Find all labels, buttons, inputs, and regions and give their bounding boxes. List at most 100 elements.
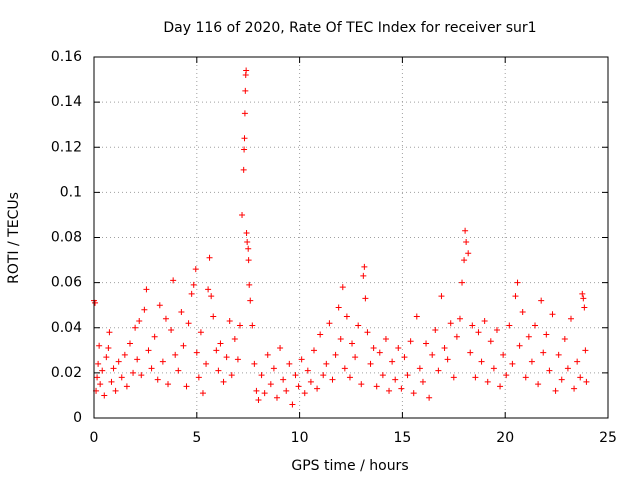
data-point [92, 299, 99, 306]
x-tick-label: 10 [291, 430, 309, 446]
data-point [579, 290, 586, 297]
data-point [361, 263, 368, 270]
data-point [243, 229, 250, 236]
data-point [136, 317, 143, 324]
data-point [203, 360, 210, 367]
data-point [310, 347, 317, 354]
data-point [255, 396, 262, 403]
data-point [525, 333, 532, 340]
data-point [130, 369, 137, 376]
data-point [220, 378, 227, 385]
axis-ticks [93, 56, 609, 419]
data-point [465, 250, 472, 257]
data-point [199, 390, 206, 397]
data-point [549, 311, 556, 318]
data-point [435, 367, 442, 374]
data-point [317, 331, 324, 338]
data-point [242, 87, 249, 94]
data-point [370, 345, 377, 352]
data-point [343, 313, 350, 320]
data-point [410, 390, 417, 397]
data-point [543, 331, 550, 338]
data-point [251, 360, 258, 367]
data-point [506, 322, 513, 329]
data-point [419, 378, 426, 385]
data-point [355, 322, 362, 329]
y-tick-label: 0 [73, 410, 82, 426]
data-point [416, 365, 423, 372]
x-tick-label: 5 [192, 430, 201, 446]
data-point [277, 345, 284, 352]
data-point [205, 286, 212, 293]
data-point [95, 360, 102, 367]
data-point [373, 383, 380, 390]
grid-lines [94, 57, 608, 418]
data-point [376, 349, 383, 356]
data-point [500, 351, 507, 358]
data-point [362, 295, 369, 302]
data-point [453, 333, 460, 340]
data-point [180, 342, 187, 349]
data-point [247, 297, 254, 304]
data-points [91, 67, 590, 408]
data-point [245, 257, 252, 264]
data-point [429, 351, 436, 358]
data-point [101, 392, 108, 399]
data-point [337, 336, 344, 343]
data-point [490, 365, 497, 372]
data-point [364, 329, 371, 336]
data-point [103, 354, 110, 361]
data-point [162, 315, 169, 322]
data-point [503, 372, 510, 379]
data-point [389, 358, 396, 365]
data-point [121, 351, 128, 358]
data-point [441, 345, 448, 352]
data-point [487, 338, 494, 345]
data-point [234, 356, 241, 363]
data-point [432, 327, 439, 334]
data-point [241, 146, 248, 153]
y-tick-labels: 0 0.02 0.04 0.06 0.08 0.1 0.12 0.14 0.16 [51, 49, 82, 426]
data-point [459, 279, 466, 286]
data-point [461, 257, 468, 264]
y-tick-label: 0.04 [51, 320, 82, 336]
data-point [165, 381, 172, 388]
data-point [208, 293, 215, 300]
data-point [301, 390, 308, 397]
data-point [151, 333, 158, 340]
data-point [195, 374, 202, 381]
data-point [112, 387, 119, 394]
data-point [258, 372, 265, 379]
data-point [475, 329, 482, 336]
data-point [519, 308, 526, 315]
data-point [450, 374, 457, 381]
data-point [493, 327, 500, 334]
data-point [320, 372, 327, 379]
data-point [413, 313, 420, 320]
data-point [118, 374, 125, 381]
data-point [197, 329, 204, 336]
data-point [467, 349, 474, 356]
data-point [246, 281, 253, 288]
data-point [183, 383, 190, 390]
data-point [401, 354, 408, 361]
data-point [367, 360, 374, 367]
data-point [236, 322, 243, 329]
data-point [395, 345, 402, 352]
data-point [190, 281, 197, 288]
data-point [555, 351, 562, 358]
data-point [456, 315, 463, 322]
x-tick-label: 25 [599, 430, 617, 446]
data-point [352, 354, 359, 361]
data-point [115, 358, 122, 365]
data-point [245, 245, 252, 252]
data-point [447, 320, 454, 327]
data-point [538, 297, 545, 304]
data-point [239, 211, 246, 218]
data-point [106, 329, 113, 336]
data-point [512, 293, 519, 300]
data-point [546, 367, 553, 374]
data-point [561, 336, 568, 343]
data-point [398, 385, 405, 392]
x-axis-label: GPS time / hours [291, 458, 408, 474]
